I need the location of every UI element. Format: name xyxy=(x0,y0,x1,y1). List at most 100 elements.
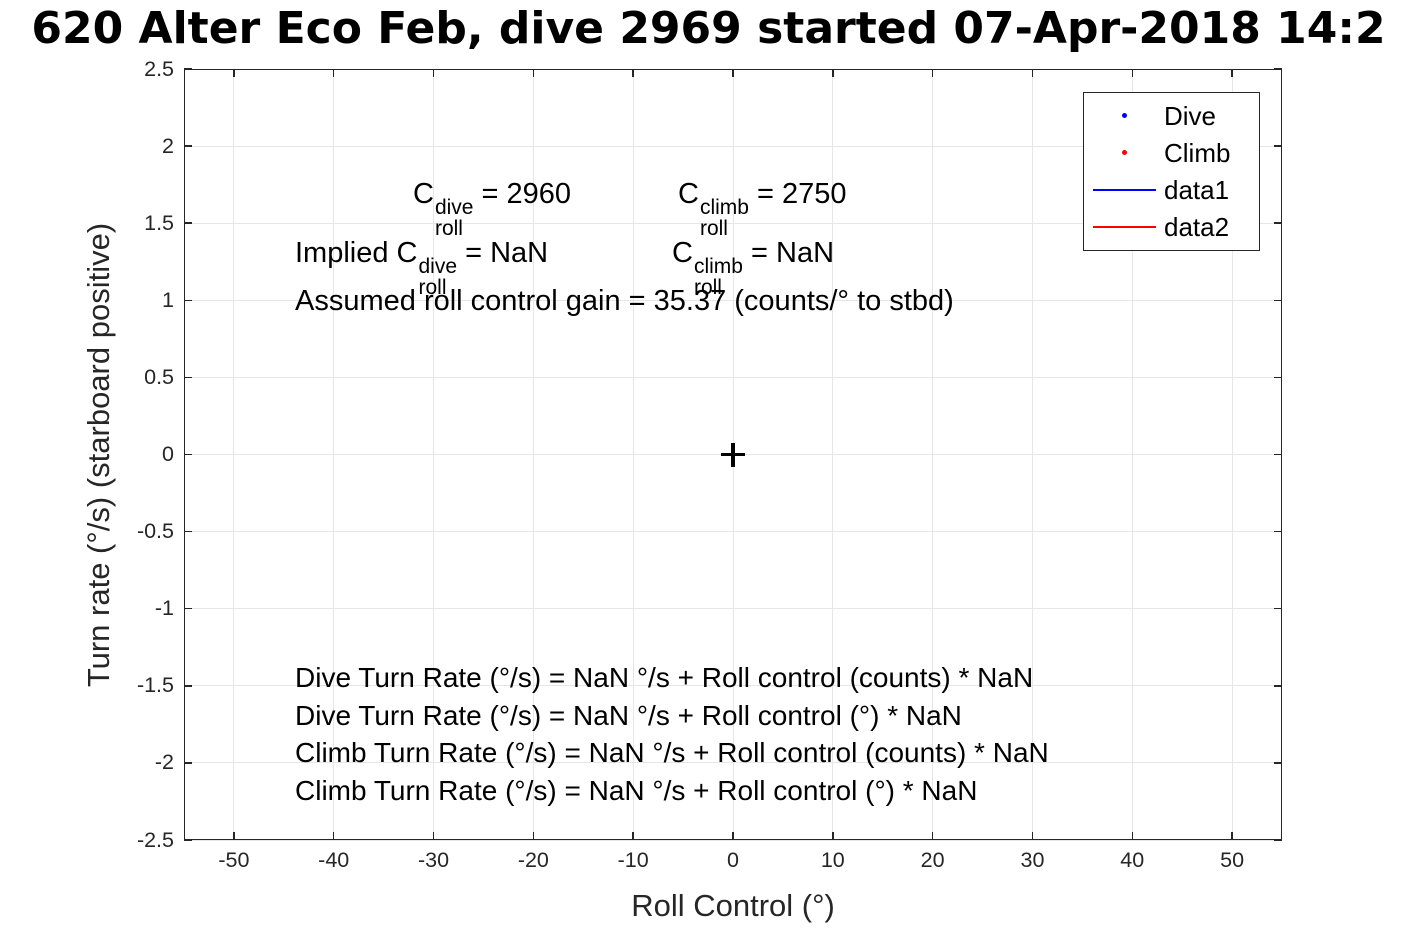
data2-line-icon xyxy=(1093,226,1156,229)
legend-label-climb: Climb xyxy=(1164,137,1231,168)
legend-label-dive: Dive xyxy=(1164,100,1217,131)
tick-x-top-0 xyxy=(732,69,734,77)
legend-item-climb: Climb xyxy=(1084,135,1259,171)
tick-y-right--2.5 xyxy=(1274,839,1282,841)
implied-dive-sub: roll xyxy=(418,275,447,299)
implied-dive-pre: Implied xyxy=(295,237,397,269)
x-axis-label: Roll Control (°) xyxy=(631,888,835,923)
tick-x-top-20 xyxy=(931,69,934,77)
legend: Dive Climb data1 data2 xyxy=(1083,92,1260,251)
fit-line-dive-deg: Dive Turn Rate (°/s) = NaN °/s + Roll co… xyxy=(295,699,962,731)
tick-x-top--50 xyxy=(233,69,235,77)
climb-marker-icon xyxy=(1122,150,1127,156)
tick-label-x-0: 0 xyxy=(727,848,739,872)
tick-x-top-30 xyxy=(1031,69,1034,77)
gridline-y-1.5 xyxy=(184,222,1282,224)
tick-y-right--1.5 xyxy=(1274,685,1282,687)
tick-y-right--2 xyxy=(1274,762,1282,764)
tick-x-bottom--40 xyxy=(332,832,335,840)
tick-x-bottom-10 xyxy=(832,832,834,840)
tick-label-x-40: 40 xyxy=(1120,848,1145,872)
annotation-roll-gain: Assumed roll control gain = 35.37 (count… xyxy=(295,285,954,317)
tick-label-x--40: -40 xyxy=(318,848,350,872)
legend-item-dive: Dive xyxy=(1084,98,1259,134)
gridline-y--1.5 xyxy=(184,685,1282,687)
implied-climb-value: = NaN xyxy=(742,237,835,269)
tick-x-bottom--20 xyxy=(532,832,535,840)
implied-dive-sup: dive xyxy=(418,254,458,278)
implied-dive-base: C xyxy=(396,237,418,269)
legend-sample-dive xyxy=(1093,113,1156,119)
tick-label-x--50: -50 xyxy=(218,848,250,872)
croll-climb-subsup: climb roll xyxy=(700,197,749,239)
legend-sample-data2 xyxy=(1093,226,1156,229)
tick-y-right--0.5 xyxy=(1274,530,1282,533)
tick-y-right-1 xyxy=(1274,299,1282,302)
tick-y-left-0 xyxy=(184,453,192,456)
croll-dive-base: C xyxy=(413,178,434,210)
tick-x-bottom-30 xyxy=(1031,832,1034,840)
tick-label-y-2: 2 xyxy=(162,133,174,158)
implied-climb-sub: roll xyxy=(693,275,722,299)
tick-x-top-50 xyxy=(1231,69,1233,77)
tick-x-top-40 xyxy=(1131,69,1134,77)
annotation-fit-equations: Dive Turn Rate (°/s) = NaN °/s + Roll co… xyxy=(295,659,1049,809)
croll-climb-base: C xyxy=(678,178,699,210)
croll-dive-value: = 2960 xyxy=(473,178,572,210)
tick-y-left--0.5 xyxy=(184,530,192,533)
implied-climb-base: C xyxy=(672,237,693,269)
tick-label-y--2: -2 xyxy=(154,750,174,775)
fit-line-climb-deg: Climb Turn Rate (°/s) = NaN °/s + Roll c… xyxy=(295,774,978,806)
legend-label-data2: data2 xyxy=(1164,212,1230,243)
tick-y-left--1.5 xyxy=(184,685,192,687)
tick-x-bottom--30 xyxy=(432,832,435,840)
tick-y-left-2 xyxy=(184,145,192,147)
tick-label-y--1.5: -1.5 xyxy=(136,673,174,698)
y-axis-label: Turn rate (°/s) (starboard positive) xyxy=(81,222,116,688)
tick-y-left-1.5 xyxy=(184,222,192,224)
implied-dive-subsup: dive roll xyxy=(419,256,458,298)
tick-x-top-10 xyxy=(832,69,834,77)
tick-y-right--1 xyxy=(1274,607,1282,610)
legend-sample-climb xyxy=(1093,150,1156,156)
tick-label-y--2.5: -2.5 xyxy=(136,827,174,852)
tick-y-right-2.5 xyxy=(1274,68,1282,70)
croll-dive-sub: roll xyxy=(434,216,463,240)
legend-item-data2: data2 xyxy=(1084,209,1259,245)
tick-label-y-0.5: 0.5 xyxy=(144,364,174,389)
tick-y-left--2 xyxy=(184,762,192,764)
gridline-y--2 xyxy=(184,762,1282,764)
tick-x-bottom--10 xyxy=(632,832,634,840)
tick-label-y-1: 1 xyxy=(162,287,174,312)
legend-item-data1: data1 xyxy=(1084,172,1259,208)
tick-y-left-0.5 xyxy=(184,376,192,379)
tick-label-y-0: 0 xyxy=(162,442,174,466)
tick-label-x-10: 10 xyxy=(820,848,845,872)
gridline-y-0.5 xyxy=(184,376,1282,378)
gridline-y--0.5 xyxy=(184,531,1282,533)
tick-y-right-1.5 xyxy=(1274,222,1282,224)
legend-sample-data1 xyxy=(1093,189,1156,192)
implied-climb-sup: climb xyxy=(693,254,743,278)
figure-title: 620 Alter Eco Feb, dive 2969 started 07-… xyxy=(31,3,1386,54)
implied-climb-subsup: climb roll xyxy=(694,256,743,298)
tick-y-right-0 xyxy=(1274,453,1282,456)
tick-x-top--40 xyxy=(332,69,335,77)
tick-label-y--0.5: -0.5 xyxy=(136,519,174,544)
tick-x-top--30 xyxy=(432,69,435,77)
implied-dive-value: = NaN xyxy=(457,237,549,269)
croll-climb-sup: climb xyxy=(699,195,749,219)
tick-label-x-50: 50 xyxy=(1220,848,1245,872)
tick-label-x--30: -30 xyxy=(417,848,450,872)
tick-x-top--20 xyxy=(532,69,535,77)
tick-label-x-20: 20 xyxy=(920,848,945,872)
tick-x-bottom--50 xyxy=(233,832,235,840)
data1-line-icon xyxy=(1093,189,1156,192)
dive-marker-icon xyxy=(1122,113,1127,119)
tick-label-y-2.5: 2.5 xyxy=(144,56,174,81)
tick-label-x--20: -20 xyxy=(517,848,549,872)
